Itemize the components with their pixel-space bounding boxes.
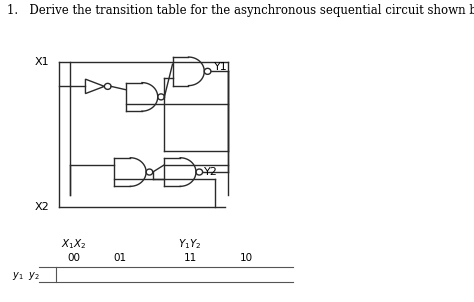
Text: 00: 00 [67,253,80,263]
Text: 11: 11 [183,253,197,263]
Text: Y2: Y2 [204,167,218,177]
Text: $Y_1Y_2$: $Y_1Y_2$ [178,237,202,251]
Text: 1.   Derive the transition table for the asynchronous sequential circuit shown b: 1. Derive the transition table for the a… [7,4,474,17]
Text: $y_1$  $y_2$: $y_1$ $y_2$ [11,270,40,282]
Text: Y1: Y1 [214,62,228,72]
Text: X2: X2 [35,202,50,212]
Text: X1: X1 [35,57,50,67]
Text: 10: 10 [240,253,253,263]
Text: $X_1X_2$: $X_1X_2$ [61,237,87,251]
Text: 01: 01 [114,253,127,263]
